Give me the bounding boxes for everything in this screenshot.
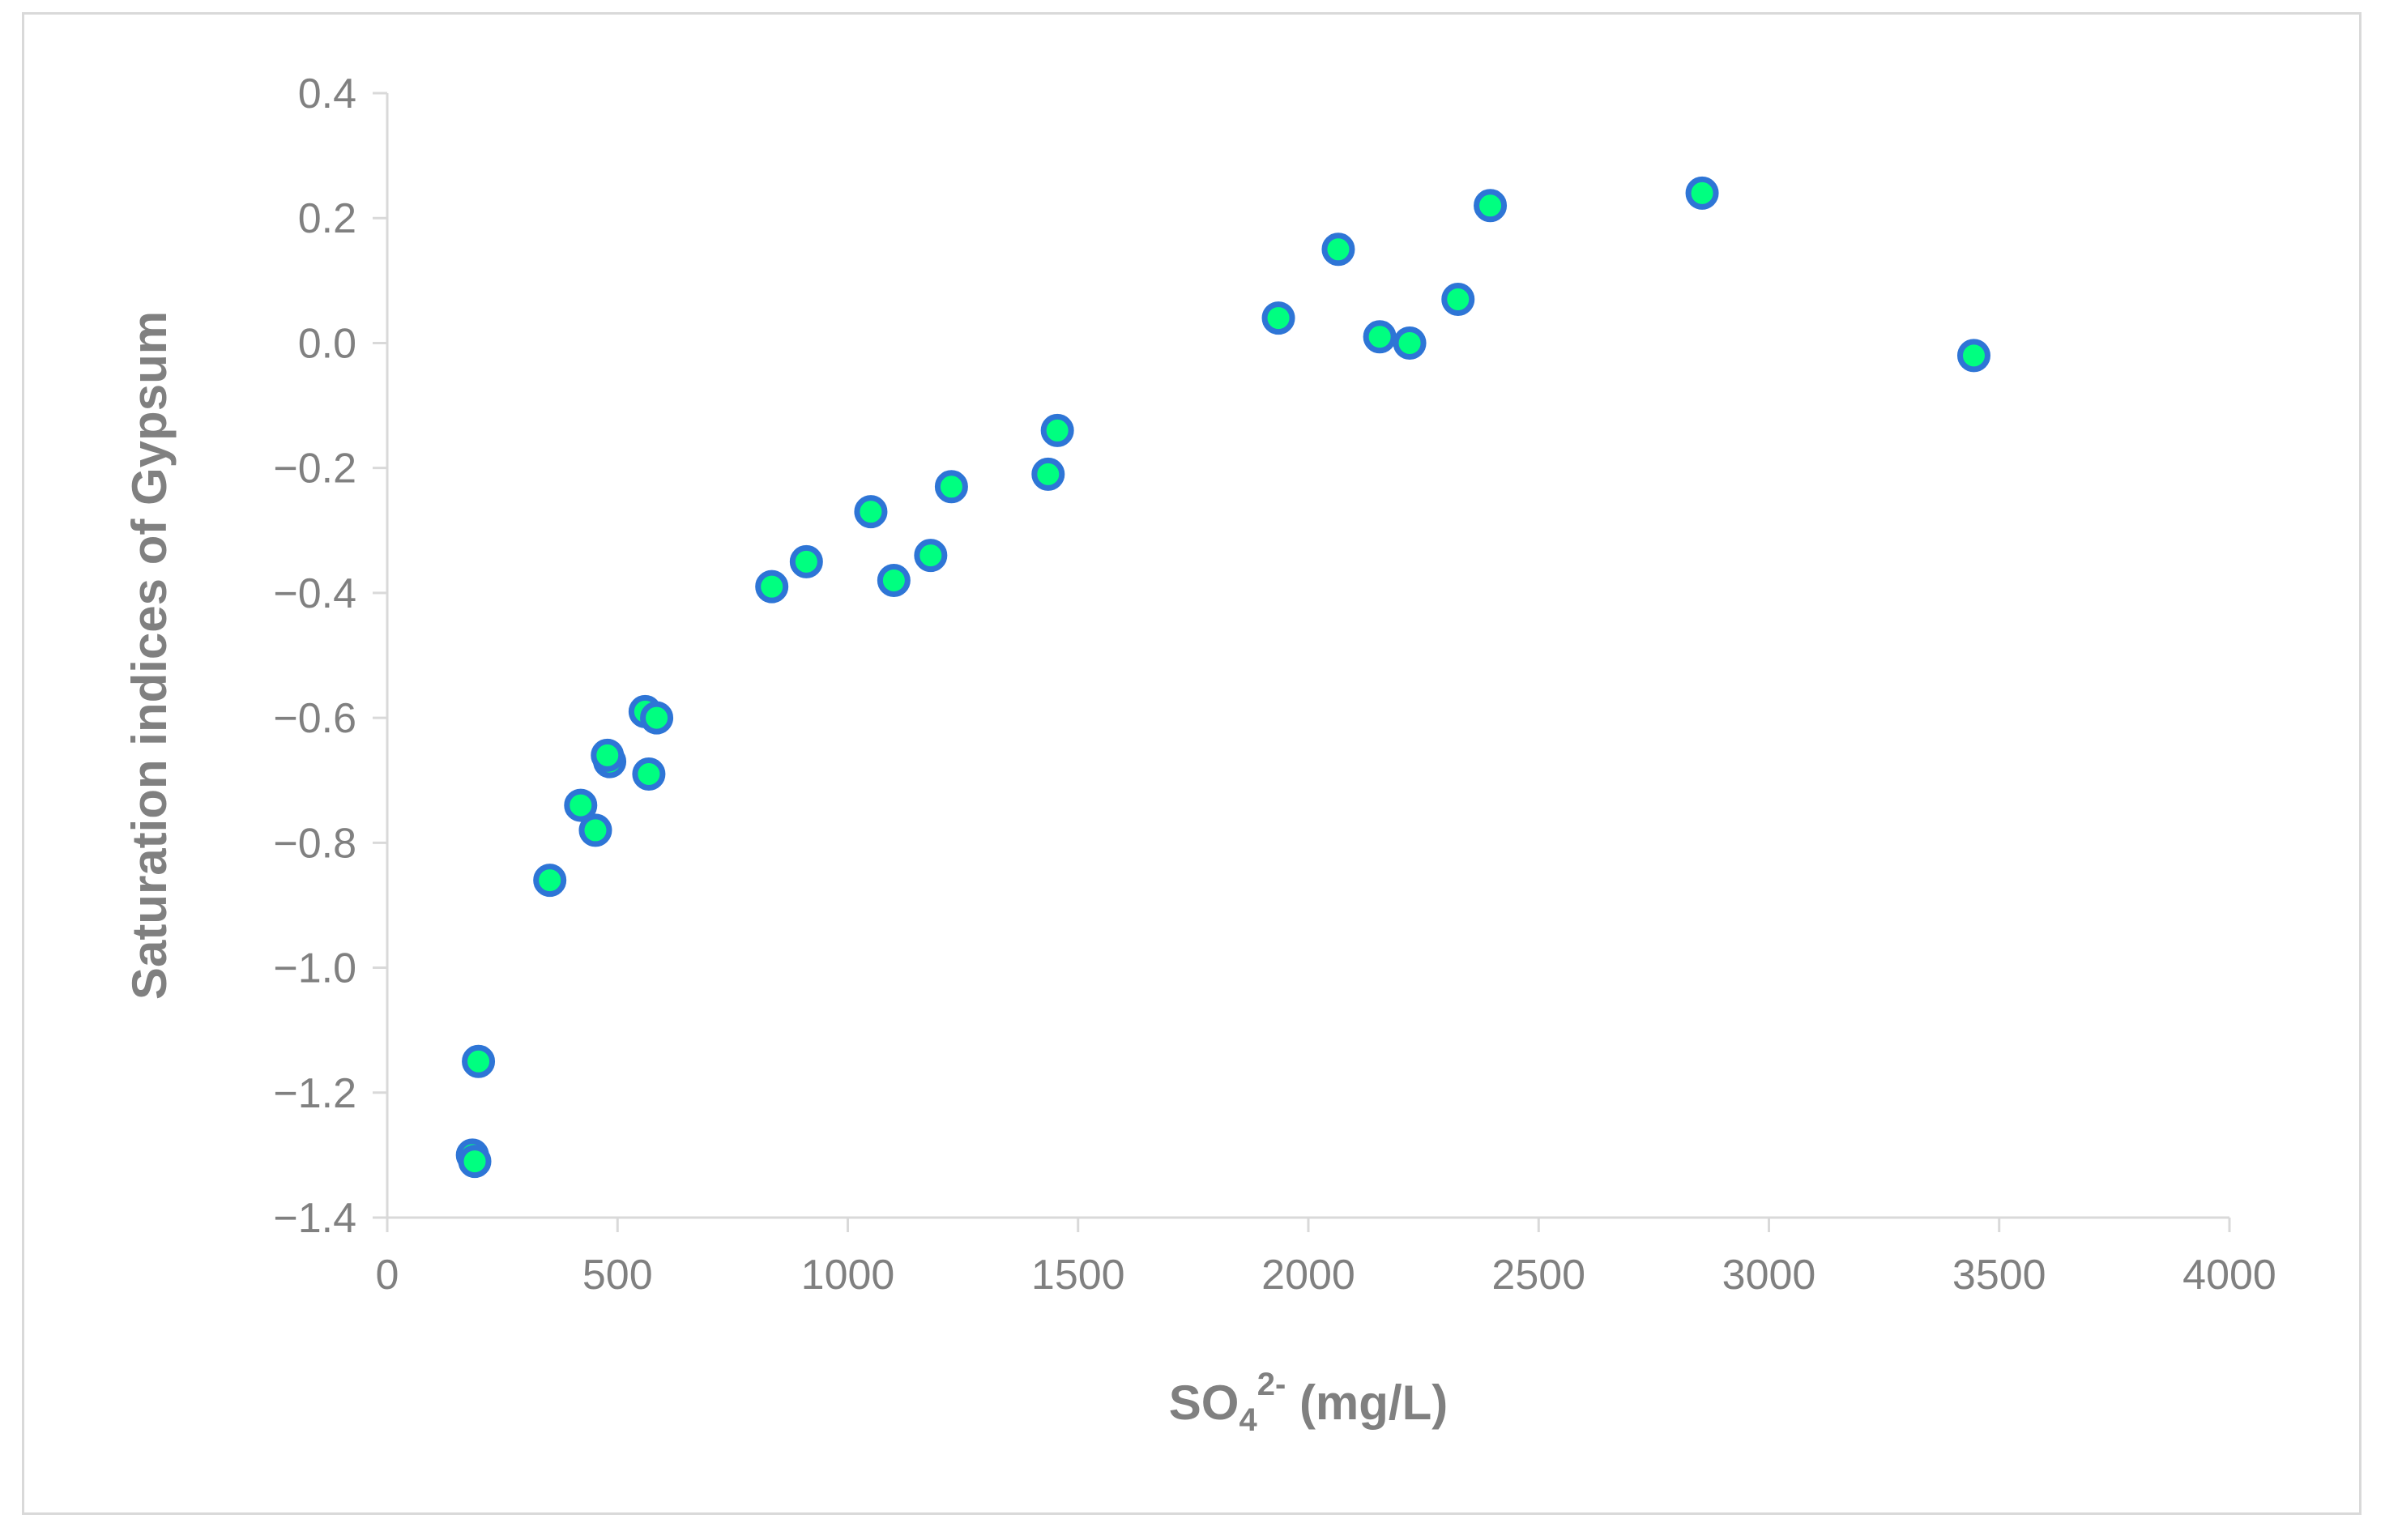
x-axis-title-unit: (mg/L) bbox=[1286, 1376, 1448, 1430]
x-tick-label: 2500 bbox=[1491, 1252, 1585, 1299]
x-tick-label: 4000 bbox=[2182, 1252, 2276, 1299]
x-tick-label: 0 bbox=[376, 1252, 399, 1299]
data-point bbox=[755, 570, 789, 604]
data-point bbox=[1441, 282, 1475, 316]
data-point bbox=[877, 563, 911, 597]
data-point bbox=[1474, 189, 1508, 223]
x-axis-title-superscript: 2- bbox=[1257, 1367, 1286, 1402]
x-axis-title: SO42- (mg/L) bbox=[1169, 1367, 1448, 1438]
y-tick-label: −0.4 bbox=[273, 570, 356, 617]
x-tick-label: 1000 bbox=[801, 1252, 895, 1299]
x-axis-title-subscript: 4 bbox=[1239, 1402, 1257, 1438]
data-point bbox=[1261, 301, 1295, 335]
data-point bbox=[1956, 339, 1990, 373]
data-point bbox=[564, 788, 598, 822]
y-tick-label: 0.2 bbox=[298, 195, 356, 242]
data-point bbox=[789, 544, 823, 578]
data-point bbox=[1363, 320, 1397, 354]
data-point bbox=[1040, 413, 1074, 447]
data-point bbox=[1031, 457, 1065, 491]
y-tick-label: −1.0 bbox=[273, 945, 356, 992]
y-tick-label: −0.8 bbox=[273, 820, 356, 867]
x-tick-label: 2000 bbox=[1261, 1252, 1355, 1299]
data-point bbox=[1685, 176, 1719, 210]
data-point bbox=[1321, 232, 1355, 267]
data-point bbox=[934, 470, 968, 504]
y-tick-label: 0.4 bbox=[298, 70, 356, 117]
data-point bbox=[1393, 326, 1427, 360]
data-point bbox=[458, 1145, 492, 1179]
chart-frame bbox=[22, 12, 2362, 1515]
y-axis-title: Saturation indices of Gypsum bbox=[122, 311, 177, 1000]
x-tick-label: 3500 bbox=[1952, 1252, 2046, 1299]
data-points bbox=[455, 176, 1990, 1179]
x-tick-label: 3000 bbox=[1722, 1252, 1816, 1299]
data-point bbox=[578, 813, 612, 847]
data-point bbox=[462, 1044, 496, 1078]
axes bbox=[386, 93, 2229, 1219]
x-axis-title-base: SO bbox=[1169, 1376, 1239, 1430]
x-tick-label: 1500 bbox=[1031, 1252, 1125, 1299]
y-tick-label: −0.2 bbox=[273, 446, 356, 493]
y-tick-label: −0.6 bbox=[273, 695, 356, 742]
y-tick-label: 0.0 bbox=[298, 320, 356, 367]
y-tick-label: −1.2 bbox=[273, 1070, 356, 1117]
x-tick-label: 500 bbox=[582, 1252, 653, 1299]
data-point bbox=[914, 539, 948, 573]
data-point bbox=[632, 757, 666, 791]
x-axis-ticks: 0 500 1000 1500 2000 2500 3000 3500 4000 bbox=[376, 1218, 2276, 1299]
data-point bbox=[591, 738, 625, 772]
data-point bbox=[533, 864, 567, 898]
data-point bbox=[640, 701, 674, 735]
y-tick-label: −1.4 bbox=[273, 1195, 356, 1242]
y-axis-ticks: 0.4 0.2 0.0 −0.2 −0.4 −0.6 −0.8 −1.0 −1.2 −1.4 bbox=[273, 70, 387, 1242]
data-point bbox=[854, 495, 888, 529]
